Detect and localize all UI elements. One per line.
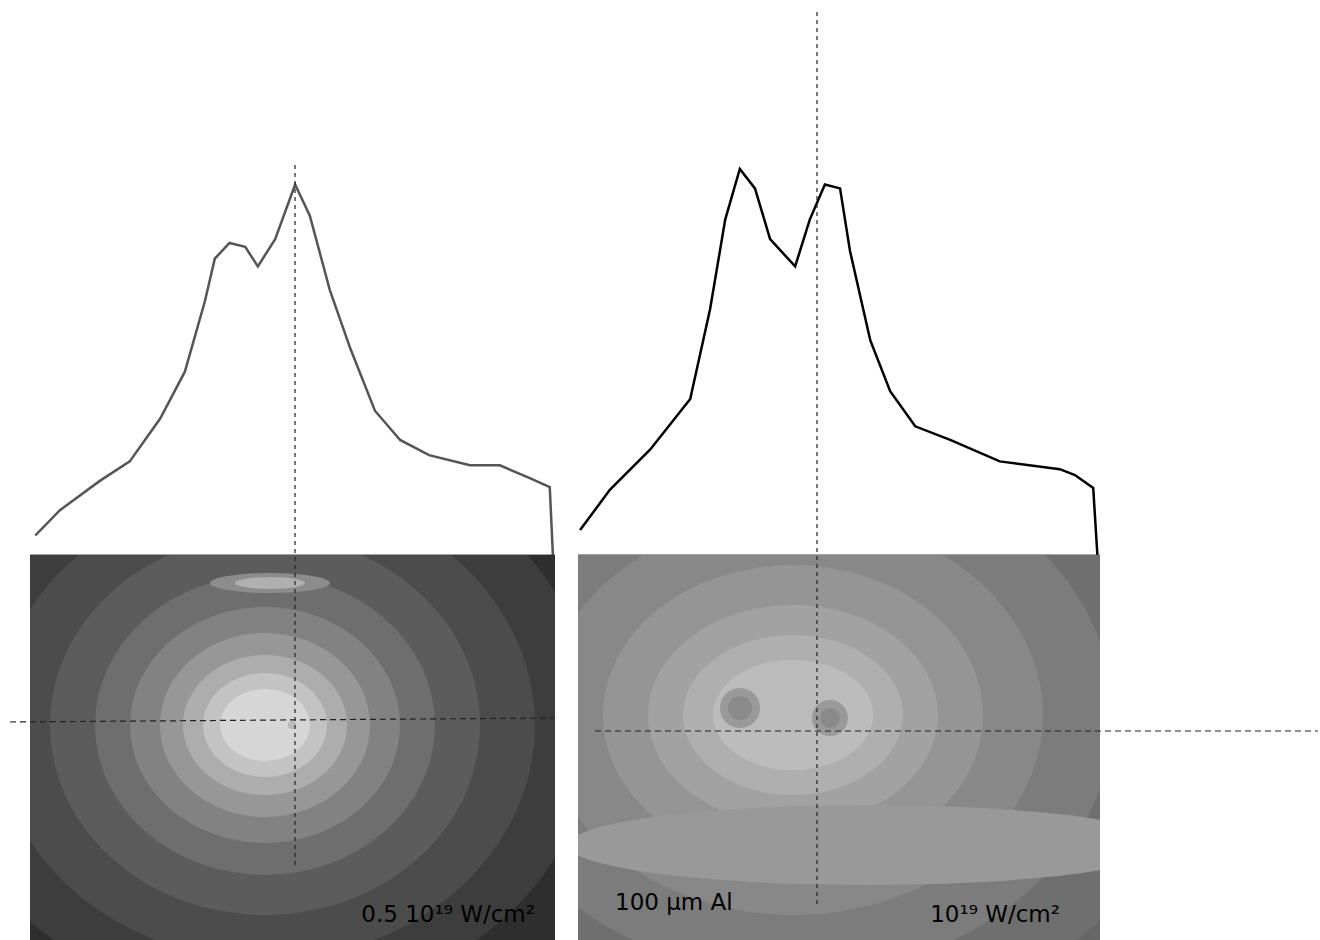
svg-text:10¹⁹ W/cm²: 10¹⁹ W/cm² <box>930 901 1060 927</box>
svg-text:100 µm Al: 100 µm Al <box>615 889 733 915</box>
svg-text:0.5 10¹⁹ W/cm²: 0.5 10¹⁹ W/cm² <box>361 901 535 927</box>
